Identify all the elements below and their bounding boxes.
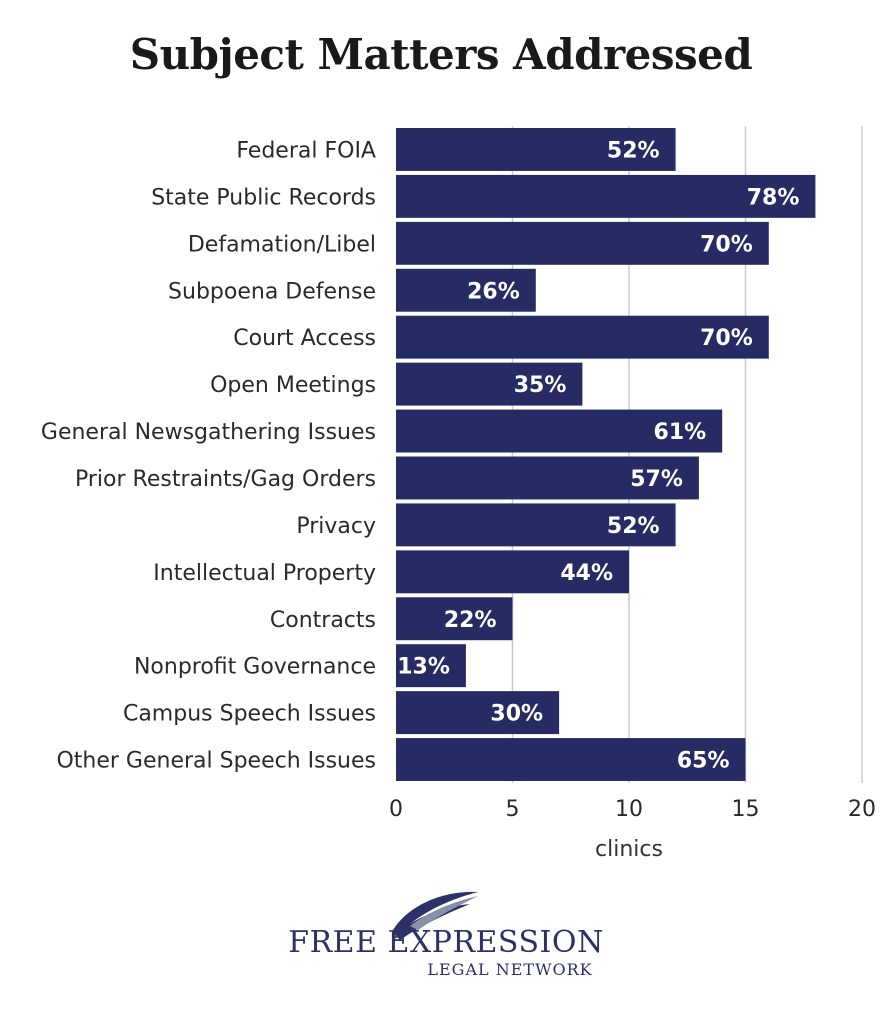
bar: [396, 174, 816, 218]
category-label: Court Access: [233, 326, 376, 351]
x-tick-label: 0: [389, 797, 403, 822]
category-label: Federal FOIA: [236, 138, 376, 163]
chart-title: Subject Matters Addressed: [129, 30, 753, 79]
bar-data-label: 44%: [560, 561, 613, 586]
bar: [396, 128, 676, 171]
category-label: State Public Records: [151, 185, 376, 210]
x-tick-label: 10: [615, 797, 643, 822]
bars: 52% 78% 70% 26% 70% 35% 61% 57% 52% 44% 22% 13% 30% 6…: [396, 128, 816, 781]
bar-data-label: 30%: [490, 702, 543, 727]
bar: [396, 362, 583, 406]
category-label: Other General Speech Issues: [56, 749, 376, 774]
category-label: Subpoena Defense: [168, 279, 376, 304]
bar-data-label: 70%: [700, 232, 753, 257]
logo-tagline: LEGAL NETWORK: [427, 960, 592, 979]
x-axis-title: clinics: [595, 837, 663, 862]
bar-data-label: 13%: [397, 655, 450, 680]
x-tick-label: 15: [732, 797, 760, 822]
logo-name: FREE EXPRESSION: [288, 925, 603, 960]
bar-data-label: 70%: [700, 326, 753, 351]
category-label: Privacy: [296, 514, 376, 539]
bar: [396, 644, 466, 688]
category-label: Defamation/Libel: [188, 232, 376, 257]
bar-data-label: 78%: [747, 185, 800, 210]
bar: [396, 691, 560, 735]
bar: [396, 456, 699, 500]
category-label: Prior Restraints/Gag Orders: [75, 467, 376, 492]
feather-quill-icon: [392, 891, 478, 940]
category-label: Nonprofit Governance: [134, 655, 376, 680]
free-expression-logo: FREE EXPRESSION LEGAL NETWORK: [288, 891, 603, 979]
bar-chart: 52% 78% 70% 26% 70% 35% 61% 57% 52% 44% 22% 13% 30% 6…: [41, 126, 876, 862]
category-labels: Federal FOIA State Public Records Defamati…: [41, 138, 376, 773]
category-label: Campus Speech Issues: [123, 702, 376, 727]
bar-data-label: 35%: [514, 373, 567, 398]
bar: [396, 738, 746, 781]
bar-data-label: 65%: [677, 749, 730, 774]
bar: [396, 597, 513, 641]
category-label: General Newsgathering Issues: [41, 420, 376, 445]
x-tick-label: 5: [506, 797, 520, 822]
category-label: Contracts: [270, 608, 376, 633]
category-label: Open Meetings: [210, 373, 376, 398]
x-tick-label: 20: [848, 797, 876, 822]
bar-data-label: 22%: [444, 608, 497, 633]
x-axis-ticks: 0 5 10 15 20: [389, 797, 876, 822]
bar-data-label: 52%: [607, 138, 660, 163]
category-label: Intellectual Property: [153, 561, 376, 586]
bar: [396, 550, 629, 594]
bar-data-label: 61%: [654, 420, 707, 445]
bar: [396, 268, 536, 312]
bar-data-label: 26%: [467, 279, 520, 304]
bar: [396, 221, 769, 265]
bar: [396, 315, 769, 359]
bar: [396, 409, 723, 453]
bar: [396, 503, 676, 547]
bar-data-label: 57%: [630, 467, 683, 492]
bar-data-label: 52%: [607, 514, 660, 539]
